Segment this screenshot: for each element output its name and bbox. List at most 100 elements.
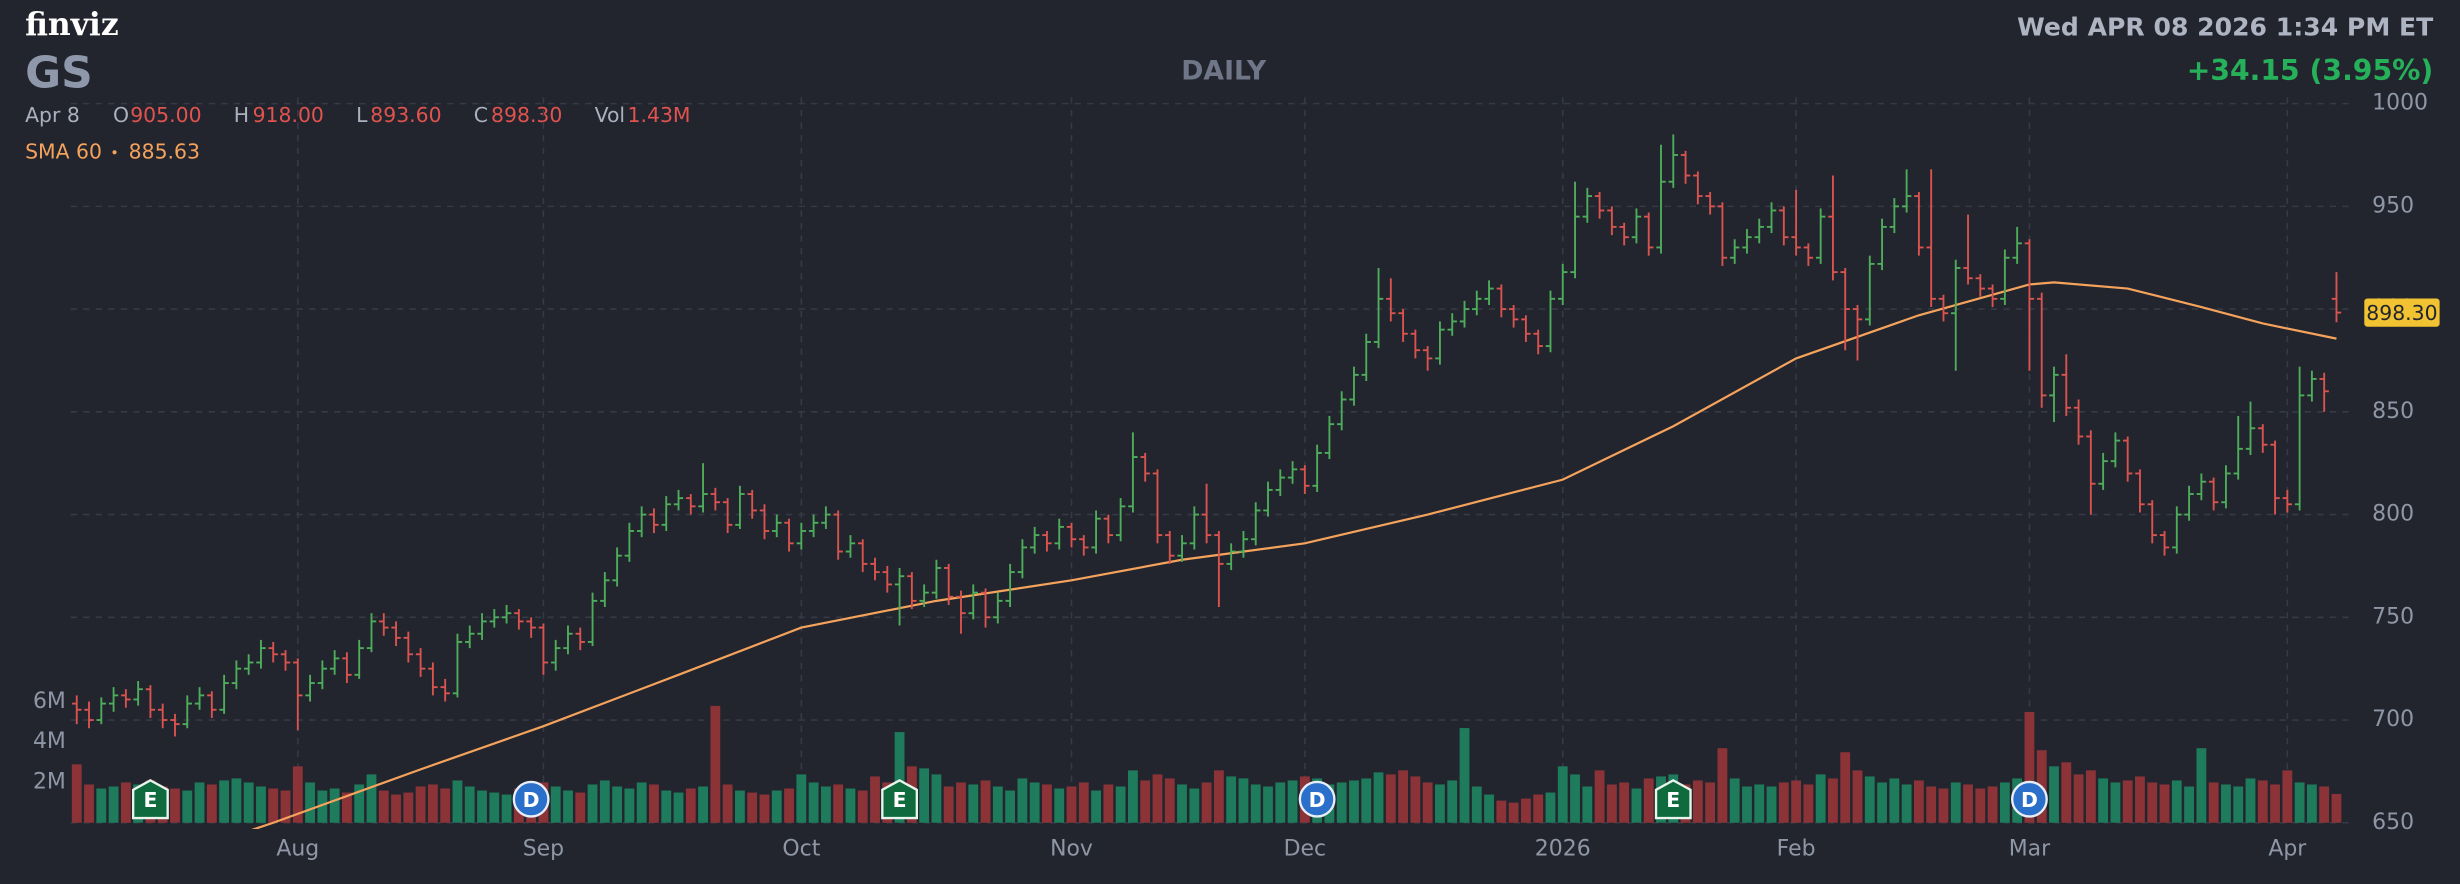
close-label: C <box>474 103 488 127</box>
volume-bar <box>1582 786 1593 823</box>
volume-bar <box>1815 774 1826 823</box>
volume-bar <box>256 786 266 823</box>
volume-bar <box>170 788 180 823</box>
timeframe[interactable]: DAILY <box>1181 56 1267 87</box>
volume-bar <box>317 790 328 823</box>
volume-bar <box>464 786 475 823</box>
x-tick-label: Dec <box>1284 836 1326 861</box>
volume-value: 1.43M <box>628 103 691 127</box>
volume-bar <box>305 782 315 823</box>
low-value: 893.60 <box>370 103 441 127</box>
volume-bar <box>870 776 880 823</box>
volume-bar <box>1950 782 1961 823</box>
event-marker <box>1654 779 1692 820</box>
sma-line <box>250 281 2337 830</box>
sma-group <box>250 281 2337 830</box>
volume-bar <box>2135 776 2145 823</box>
volume-bar <box>415 786 426 823</box>
event-marker <box>512 780 550 818</box>
volume-bar <box>366 774 377 823</box>
volume-bar <box>931 774 942 823</box>
volume-bar <box>1238 778 1249 823</box>
volume-bar <box>1717 748 1728 823</box>
volume-bar <box>1152 774 1163 823</box>
volume-bar <box>2331 793 2342 823</box>
open-label: O <box>113 103 129 127</box>
volume-bar <box>71 764 82 823</box>
volume-bar <box>182 790 193 823</box>
volume-tick-label: 2M <box>33 769 66 794</box>
volume-tick-label: 4M <box>33 729 66 754</box>
y-tick-label: 800 <box>2372 502 2414 527</box>
volume-bar <box>673 792 684 823</box>
sma-value: 885.63 <box>129 139 200 163</box>
volume-bar <box>599 780 610 823</box>
close-value: 898.30 <box>491 103 562 127</box>
volume-bar <box>268 788 279 823</box>
volume-bar <box>1606 784 1617 823</box>
volume-bar <box>1128 770 1138 823</box>
volume-bar <box>391 794 401 823</box>
volume-bar <box>1742 786 1752 823</box>
volume-bar <box>378 790 389 823</box>
volume-bar <box>2221 784 2231 823</box>
volume-bar <box>1778 782 1789 823</box>
change: +34.15 (3.95%) <box>2187 54 2434 87</box>
volume-bar <box>1091 790 1101 823</box>
volume-bar <box>1410 776 1421 823</box>
volume-bar <box>2122 780 2133 823</box>
volume-bar <box>1987 786 1998 823</box>
symbol[interactable]: GS <box>25 47 93 98</box>
volume-bar <box>1975 788 1986 823</box>
volume-bar <box>2184 786 2195 823</box>
volume-bar <box>440 788 451 823</box>
last-price-label: 898.30 <box>2366 301 2437 325</box>
volume-bar <box>1791 780 1802 823</box>
event-marker <box>1298 780 1336 818</box>
volume-bar <box>1201 782 1212 823</box>
date: Apr 8 <box>25 103 80 127</box>
logo[interactable]: finviz <box>25 7 119 43</box>
x-tick-label: Apr <box>2268 836 2307 861</box>
volume-bar <box>1484 794 1494 823</box>
volume-bar <box>1435 784 1445 823</box>
volume-bar <box>698 786 708 823</box>
volume-bar <box>624 788 635 823</box>
volume-bar <box>1226 776 1237 823</box>
volume-bar <box>2049 766 2059 823</box>
volume-bar <box>1926 786 1937 823</box>
volume-bar <box>243 782 254 823</box>
volume-bar <box>96 788 107 823</box>
volume-bar <box>2073 774 2084 823</box>
volume-bar <box>1594 770 1605 823</box>
volume-bar <box>2233 786 2244 823</box>
open-value: 905.00 <box>130 103 201 127</box>
volume-bar <box>1496 800 1507 823</box>
volume-bar <box>2159 784 2170 823</box>
volume-bar <box>759 794 770 823</box>
volume-bar <box>2282 770 2293 823</box>
volume-bar <box>796 774 807 823</box>
separator <box>112 150 117 155</box>
volume-bar <box>1042 784 1052 823</box>
datetime: Wed APR 08 2026 1:34 PM ET <box>2017 12 2433 41</box>
volume-bar <box>1275 782 1286 823</box>
volume-bar <box>1631 788 1642 823</box>
volume-bar <box>1570 774 1580 823</box>
volume-bar <box>992 786 1003 823</box>
volume-bar <box>1520 798 1531 823</box>
volume-bar <box>784 788 794 823</box>
volume-bar <box>575 792 586 823</box>
volume-bar <box>1447 780 1458 823</box>
volume-bar <box>685 788 696 823</box>
x-tick-label: Feb <box>1777 836 1816 861</box>
volume-bar <box>1398 770 1409 823</box>
volume-bar <box>612 786 623 823</box>
y-tick-label: 950 <box>2372 193 2414 218</box>
x-tick-label: Nov <box>1050 836 1093 861</box>
y-tick-label: 750 <box>2372 604 2414 629</box>
volume-bar <box>1361 778 1372 823</box>
x-tick-label: Sep <box>523 836 564 861</box>
volume-bar <box>2208 782 2219 823</box>
